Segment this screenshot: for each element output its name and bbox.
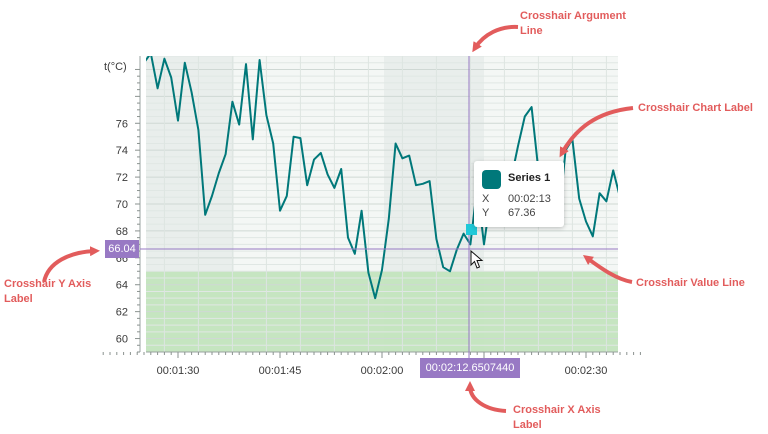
y-tick-label: 72 bbox=[116, 172, 128, 184]
x-tick-label: 00:01:30 bbox=[157, 365, 200, 377]
x-axis: 00:01:30 00:01:45 00:02:00 00:02:30 bbox=[102, 351, 641, 377]
y-tick-label: 74 bbox=[116, 145, 128, 157]
svg-text:Crosshair X Axis: Crosshair X Axis bbox=[513, 404, 601, 416]
x-tick-label: 00:01:45 bbox=[259, 365, 302, 377]
annotation-arrow bbox=[42, 246, 100, 283]
y-tick-label: 68 bbox=[116, 226, 128, 238]
crosshair-y-axis-label: 66.04 bbox=[105, 240, 139, 258]
annotation-chart-label: Crosshair Chart Label bbox=[559, 102, 753, 158]
y-tick-label: 76 bbox=[116, 118, 128, 130]
y-tick-label: 64 bbox=[116, 280, 128, 292]
tooltip-y-key: Y bbox=[482, 207, 490, 219]
y-tick-label: 62 bbox=[116, 307, 128, 319]
annotation-arrow bbox=[472, 24, 519, 53]
y-axis-title: t(°C) bbox=[104, 61, 127, 73]
svg-text:Crosshair Y Axis: Crosshair Y Axis bbox=[4, 278, 91, 290]
svg-text:Crosshair Value Line: Crosshair Value Line bbox=[636, 277, 745, 289]
mouse-pointer-icon bbox=[470, 250, 484, 269]
annotation-x-axis-label: Crosshair X Axis Label bbox=[465, 381, 601, 431]
tooltip-x-value: 00:02:13 bbox=[508, 193, 551, 205]
svg-text:Crosshair Chart Label: Crosshair Chart Label bbox=[638, 102, 753, 114]
svg-text:Crosshair Argument: Crosshair Argument bbox=[520, 10, 626, 22]
svg-text:Label: Label bbox=[513, 419, 542, 431]
annotation-y-axis-label: Crosshair Y Axis Label bbox=[4, 246, 100, 305]
svg-text:Label: Label bbox=[4, 293, 33, 305]
x-tick-label: 00:02:00 bbox=[361, 365, 404, 377]
annotation-arrow bbox=[559, 106, 634, 158]
crosshair-chart-label: Series 1 X 00:02:13 Y 67.36 bbox=[474, 161, 564, 227]
annotation-argument-line: Crosshair Argument Line bbox=[472, 10, 626, 53]
y-tick-label: 60 bbox=[116, 334, 128, 346]
tooltip-series-name: Series 1 bbox=[508, 172, 551, 184]
annotation-arrow bbox=[582, 255, 633, 284]
series-color-swatch bbox=[482, 170, 501, 189]
crosshair-x-axis-label: 00:02:12.6507440 bbox=[420, 358, 520, 378]
x-tick-label: 00:02:30 bbox=[565, 365, 608, 377]
annotation-arrow bbox=[465, 381, 507, 413]
svg-text:Line: Line bbox=[520, 25, 543, 37]
annotation-value-line: Crosshair Value Line bbox=[582, 255, 745, 289]
tooltip-x-key: X bbox=[482, 193, 490, 205]
y-tick-label: 70 bbox=[116, 199, 128, 211]
crosshair-point-marker bbox=[466, 224, 477, 235]
tooltip-y-value: 67.36 bbox=[508, 207, 536, 219]
